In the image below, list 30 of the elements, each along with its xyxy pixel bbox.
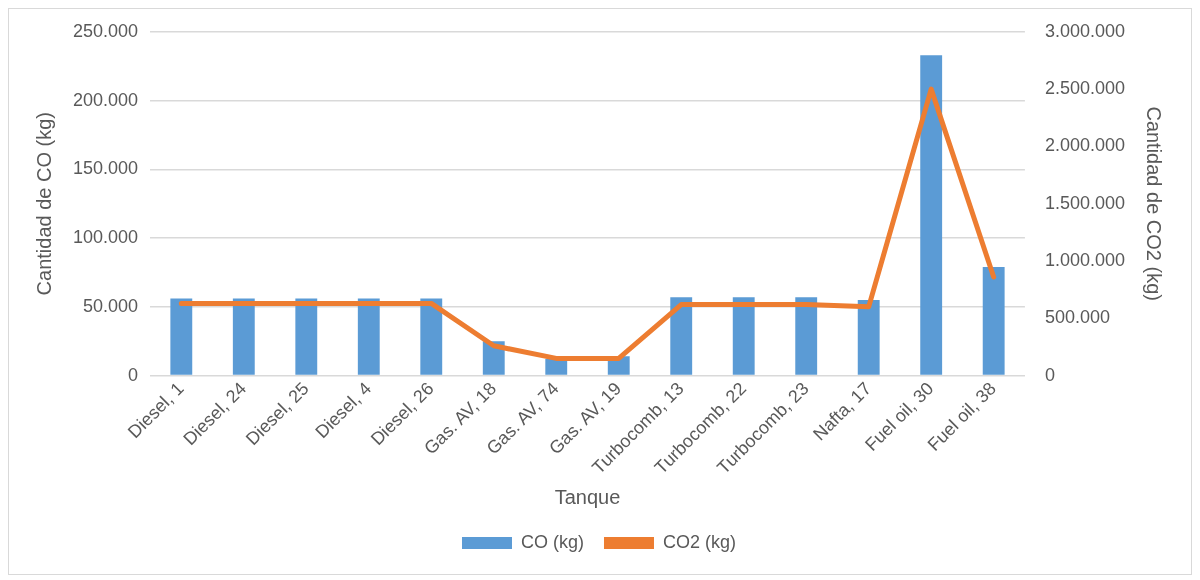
y-tick-label: 250.000: [72, 20, 139, 41]
bar: [170, 298, 193, 375]
legend-label: CO2 (kg): [662, 531, 737, 552]
y2-axis-title: Cantidad de CO2 (kg): [1143, 106, 1166, 301]
bar: [982, 266, 1005, 375]
y-tick-label: 100.000: [72, 227, 139, 248]
y-tick-label: 0: [128, 364, 139, 385]
bar: [795, 297, 818, 375]
bar: [295, 298, 318, 375]
bar: [670, 297, 693, 375]
y-axis-title: Cantidad de CO (kg): [32, 111, 55, 296]
y-tick-label: 200.000: [72, 89, 139, 110]
bar: [232, 298, 255, 375]
y2-tick-label: 1.000.000: [1044, 249, 1125, 270]
y-tick-label: 150.000: [72, 158, 139, 179]
y2-tick-label: 2.500.000: [1044, 78, 1125, 99]
y2-tick-label: 1.500.000: [1044, 192, 1125, 213]
bar: [732, 297, 755, 375]
y-tick-label: 50.000: [83, 295, 139, 316]
legend-label: CO (kg): [520, 531, 584, 552]
y2-tick-label: 2.000.000: [1044, 135, 1125, 156]
bar: [545, 359, 568, 375]
y2-tick-label: 3.000.000: [1044, 20, 1125, 41]
bar: [857, 299, 880, 375]
bar: [920, 55, 943, 375]
y2-tick-label: 500.000: [1044, 307, 1110, 328]
bar: [357, 298, 380, 375]
bar: [420, 298, 443, 375]
y2-tick-label: 0: [1044, 364, 1055, 385]
x-axis-title: Tanque: [554, 485, 621, 508]
